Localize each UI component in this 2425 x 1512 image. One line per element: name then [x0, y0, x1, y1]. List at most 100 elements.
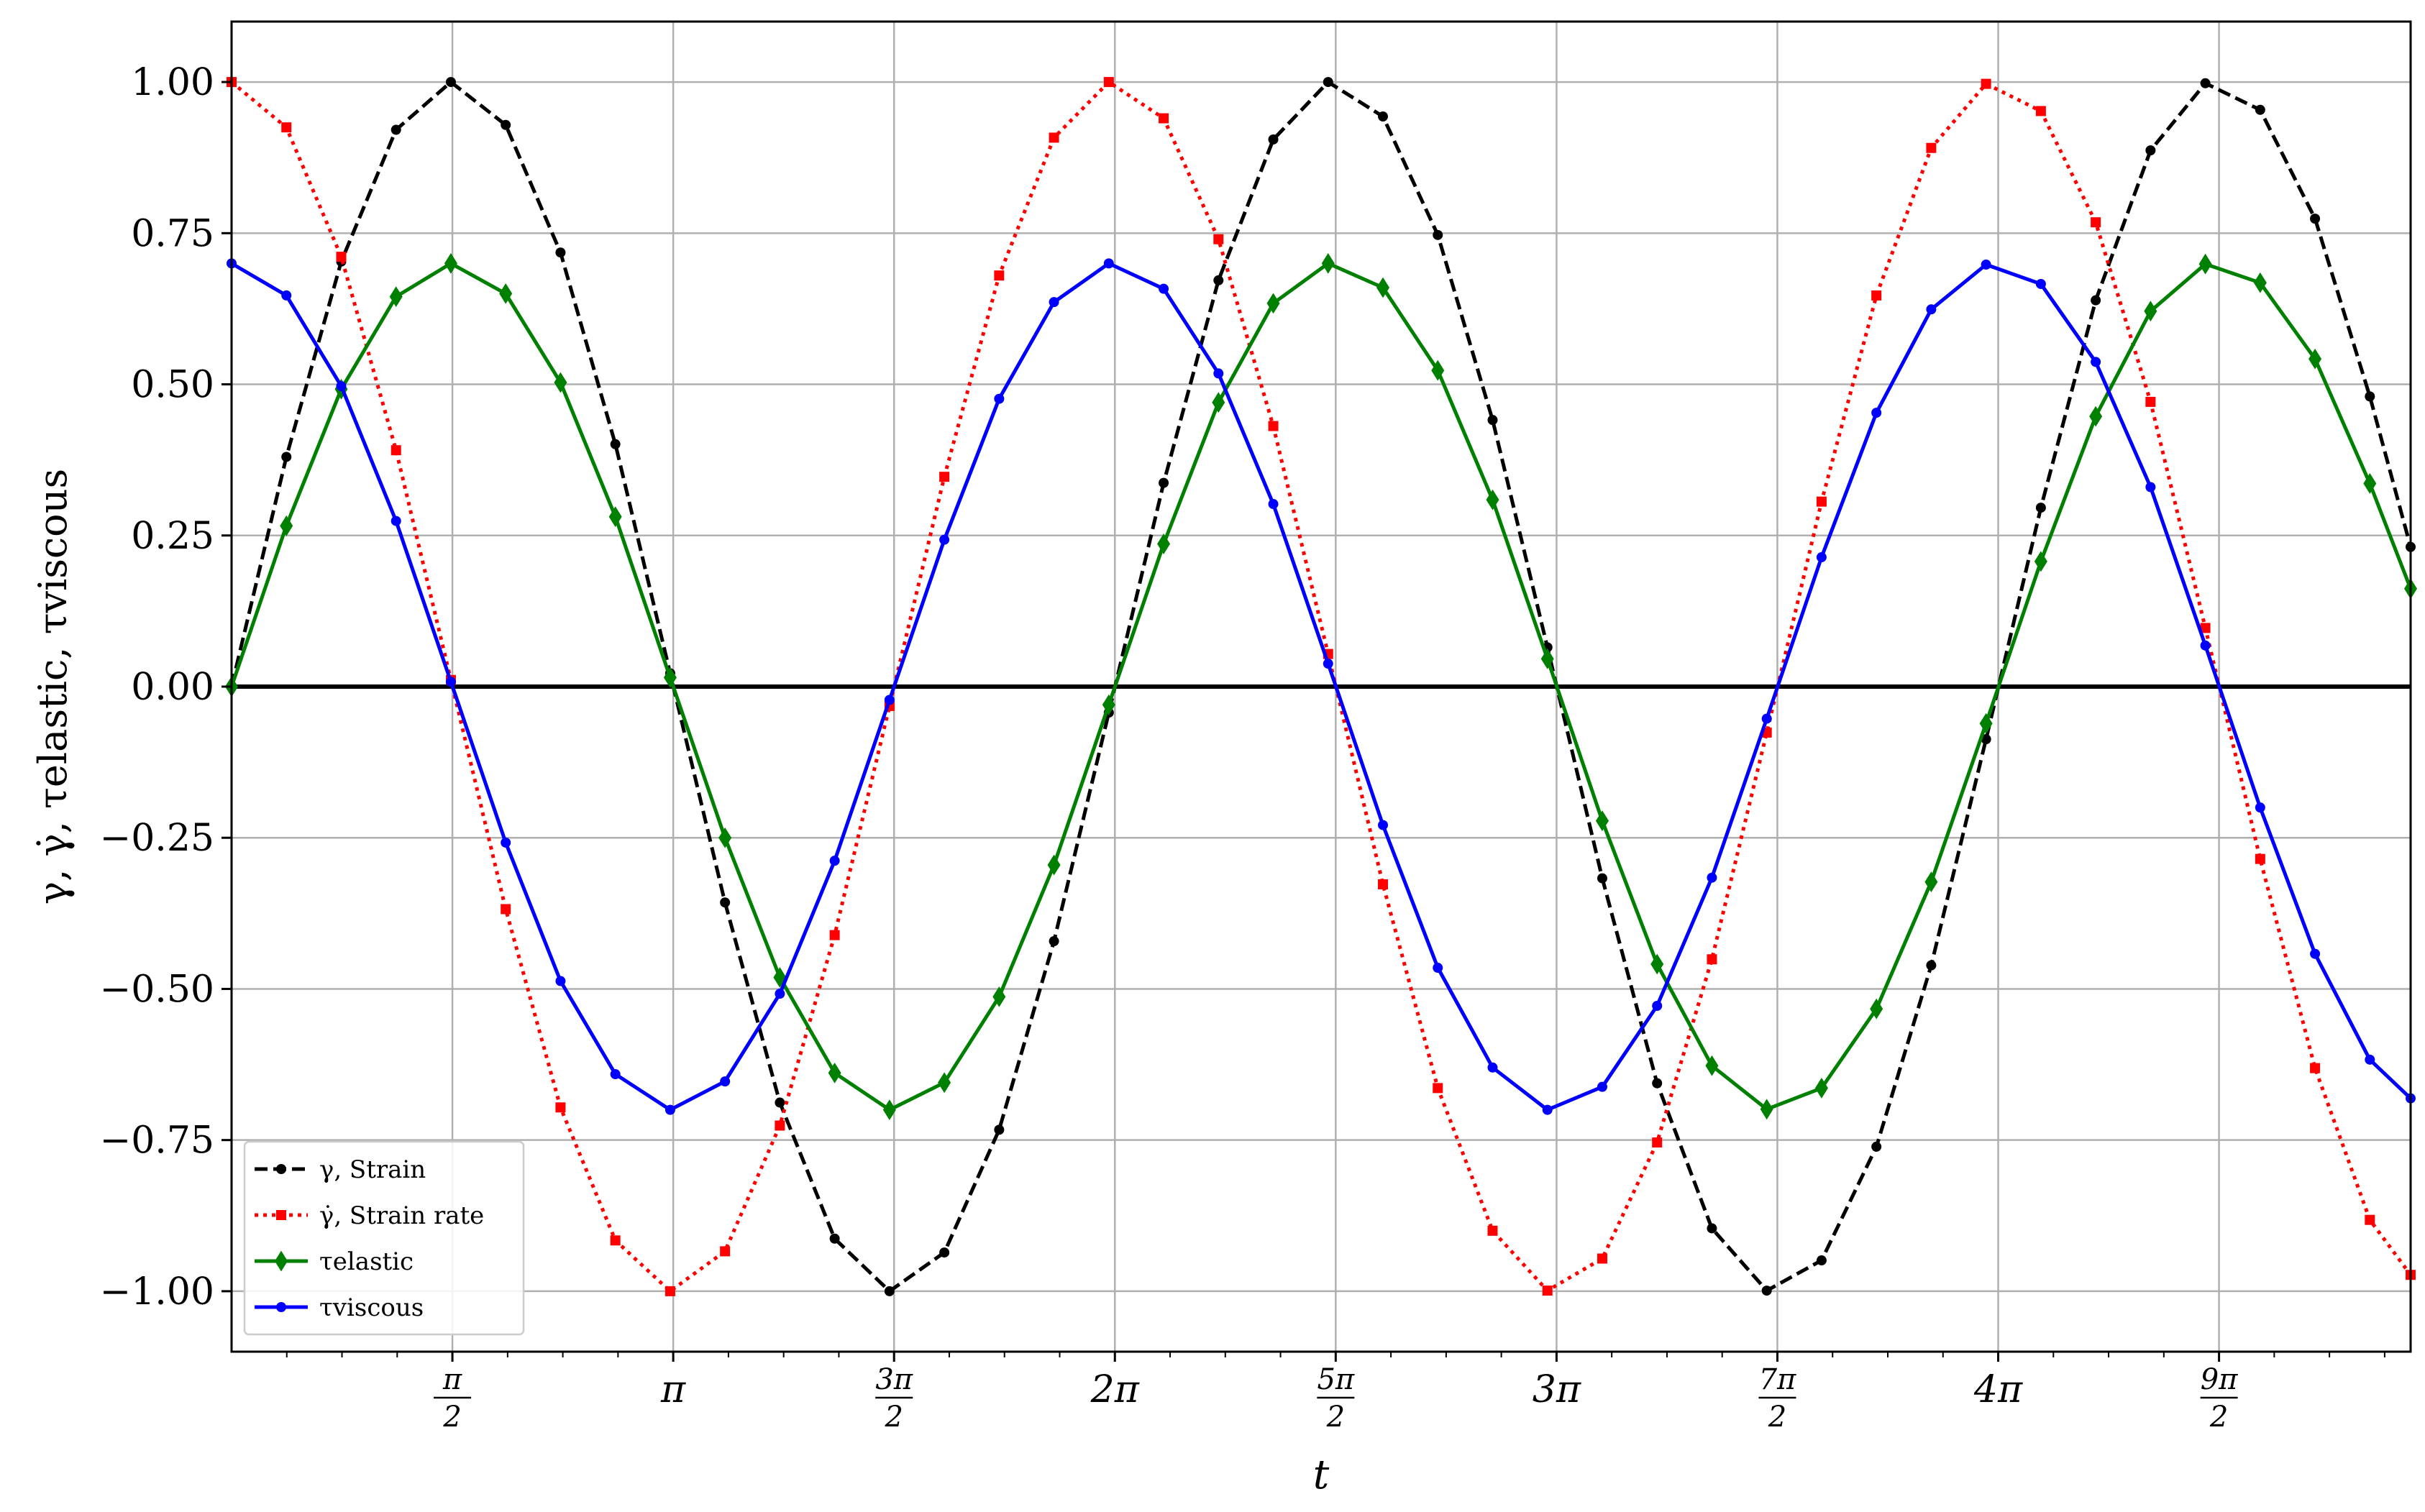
x-axis-label: t — [1313, 1452, 1330, 1498]
data-point-tau_viscous — [1542, 1104, 1553, 1115]
x-tick-label-denominator: 2 — [1326, 1401, 1345, 1434]
data-point-tau_elastic — [992, 986, 1006, 1007]
y-tick-label: 1.00 — [131, 61, 214, 104]
data-point-tau_viscous — [1487, 1062, 1498, 1073]
data-point-strain_rate — [1871, 290, 1882, 301]
data-point-tau_elastic — [2144, 301, 2157, 322]
data-point-strain — [1707, 1223, 1717, 1234]
data-point-tau_viscous — [2200, 640, 2211, 651]
legend-swatch-marker — [276, 1210, 286, 1220]
data-point-tau_viscous — [1816, 552, 1827, 563]
data-point-tau_viscous — [610, 1069, 621, 1080]
y-tick-label: −0.75 — [100, 1119, 214, 1163]
data-point-tau_viscous — [1049, 297, 1059, 308]
data-point-strain — [1761, 1286, 1772, 1296]
legend-label: γ̇, Strain rate — [319, 1201, 484, 1230]
data-point-strain — [1652, 1078, 1663, 1089]
data-point-tau_viscous — [1378, 820, 1389, 830]
series-group — [225, 77, 2417, 1296]
y-tick-label: 0.25 — [131, 515, 214, 558]
data-point-strain_rate — [610, 1235, 621, 1246]
data-point-tau_elastic — [1705, 1055, 1719, 1076]
x-tick-label-numerator: 5π — [1317, 1363, 1354, 1396]
y-tick-label: 0.75 — [131, 212, 214, 255]
legend-item-strain_rate: γ̇, Strain rate — [255, 1201, 484, 1230]
data-point-strain_rate — [1378, 879, 1389, 889]
data-point-strain_rate — [1433, 1083, 1443, 1094]
legend-label: τviscous — [319, 1293, 424, 1322]
data-point-tau_elastic — [663, 666, 677, 688]
x-tick-label-numerator: 9π — [2201, 1363, 2238, 1396]
legend: γ, Strain γ̇, Strain rate τelastic τviscous — [243, 1140, 525, 1336]
data-point-tau_elastic — [938, 1072, 951, 1094]
data-point-strain — [2310, 214, 2321, 224]
data-point-strain — [2365, 391, 2375, 402]
data-point-tau_viscous — [555, 976, 566, 986]
data-point-tau_elastic — [882, 1099, 896, 1121]
data-point-strain — [555, 247, 566, 258]
data-point-strain — [1981, 734, 1991, 745]
x-tick-label: 2π — [1090, 1368, 1140, 1411]
data-point-strain_rate — [1103, 77, 1114, 88]
data-point-strain — [1268, 134, 1279, 145]
data-point-tau_viscous — [1323, 659, 1333, 669]
data-point-strain_rate — [281, 122, 292, 133]
data-point-tau_viscous — [994, 393, 1005, 404]
data-point-tau_viscous — [445, 677, 456, 687]
data-point-tau_elastic — [2089, 406, 2103, 427]
data-point-tau_elastic — [280, 515, 293, 536]
data-point-strain_rate — [939, 472, 950, 482]
data-point-tau_elastic — [1595, 810, 1609, 832]
data-point-tau_elastic — [1540, 648, 1554, 669]
data-point-strain — [1323, 77, 1333, 88]
series-tau_viscous — [227, 258, 2416, 1115]
data-point-strain_rate — [501, 904, 511, 915]
data-point-tau_viscous — [720, 1076, 731, 1087]
legend-label: γ, Strain — [319, 1155, 426, 1184]
data-point-strain — [445, 77, 456, 88]
data-point-strain_rate — [1816, 496, 1827, 507]
x-tick-label-numerator: 3π — [875, 1363, 913, 1396]
data-point-strain_rate — [1597, 1253, 1607, 1264]
data-point-tau_elastic — [554, 372, 567, 393]
data-point-strain_rate — [1981, 78, 1991, 89]
data-point-strain_rate — [2035, 106, 2046, 116]
data-point-strain — [501, 119, 511, 130]
data-point-strain_rate — [555, 1102, 566, 1113]
data-point-strain — [775, 1097, 785, 1108]
data-point-tau_elastic — [2198, 253, 2212, 275]
data-point-tau_viscous — [2035, 278, 2046, 289]
data-point-strain — [2091, 295, 2101, 306]
data-point-tau_elastic — [444, 252, 457, 274]
data-point-tau_viscous — [2255, 802, 2265, 813]
data-point-tau_viscous — [1926, 304, 1937, 315]
y-tick-label: 0.00 — [131, 666, 214, 709]
data-point-tau_viscous — [1597, 1081, 1607, 1092]
data-point-strain — [994, 1124, 1005, 1135]
data-point-tau_viscous — [2091, 357, 2101, 367]
data-point-strain — [1378, 111, 1389, 122]
data-point-strain — [939, 1247, 950, 1258]
series-strain_rate — [227, 77, 2416, 1296]
legend-item-tau_elastic: τelastic — [255, 1247, 414, 1276]
data-point-strain — [391, 124, 401, 135]
data-point-tau_viscous — [1871, 408, 1882, 418]
data-point-tau_elastic — [389, 286, 403, 308]
data-point-strain — [610, 439, 621, 449]
x-tick-label-denominator: 2 — [2209, 1401, 2228, 1434]
data-point-tau_elastic — [499, 283, 513, 304]
data-point-tau_viscous — [1213, 368, 1224, 379]
data-point-tau_elastic — [1760, 1099, 1773, 1120]
y-tick-label: −1.00 — [100, 1270, 214, 1314]
data-point-tau_elastic — [1157, 533, 1171, 554]
data-point-tau_viscous — [1981, 260, 1991, 270]
data-point-tau_viscous — [1433, 963, 1443, 973]
data-point-tau_viscous — [1761, 713, 1772, 724]
legend-box — [243, 1140, 525, 1336]
data-point-tau_elastic — [1376, 277, 1390, 298]
data-point-tau_viscous — [2365, 1054, 2375, 1065]
data-point-tau_elastic — [1870, 998, 1883, 1020]
data-point-strain_rate — [1213, 234, 1224, 244]
data-point-tau_elastic — [1924, 871, 1938, 893]
